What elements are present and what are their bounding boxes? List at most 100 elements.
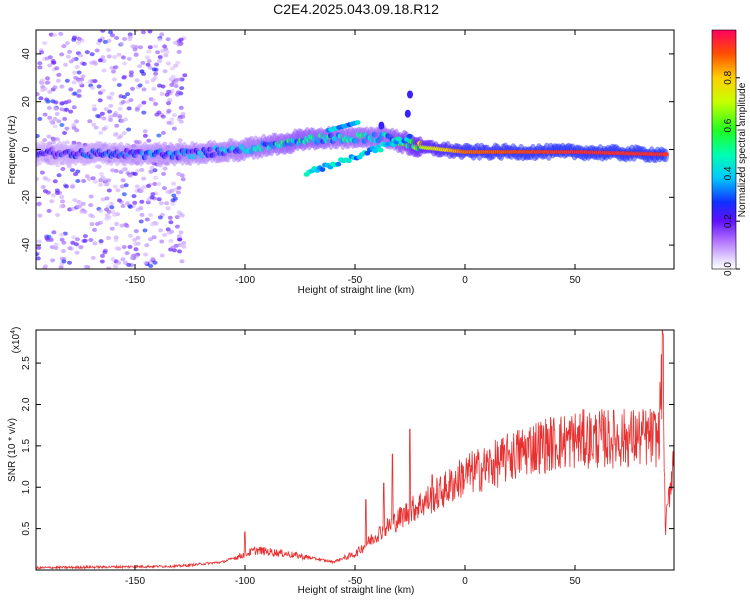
noise-speckle	[87, 119, 93, 124]
noise-speckle	[177, 237, 182, 242]
noise-speckle	[96, 165, 102, 169]
noise-speckle	[102, 39, 108, 44]
noise-speckle	[104, 196, 110, 201]
noise-speckle	[169, 229, 174, 234]
noise-speckle	[87, 79, 93, 84]
noise-speckle	[176, 90, 181, 95]
noise-speckle	[74, 242, 79, 247]
noise-speckle	[84, 50, 90, 55]
noise-speckle	[54, 188, 60, 193]
noise-speckle	[46, 134, 52, 139]
noise-speckle	[68, 87, 74, 92]
noise-speckle	[151, 67, 157, 72]
noise-speckle	[67, 49, 73, 54]
noise-speckle	[121, 192, 127, 197]
noise-speckle	[171, 193, 177, 198]
noise-speckle	[162, 233, 168, 237]
noise-speckle	[50, 258, 56, 263]
noise-speckle	[48, 237, 54, 242]
noise-speckle	[140, 60, 146, 65]
noise-speckle	[100, 197, 106, 202]
noise-speckle	[88, 203, 94, 208]
noise-speckle	[136, 140, 142, 145]
noise-speckle	[117, 106, 123, 111]
noise-speckle	[52, 179, 58, 184]
noise-speckle	[101, 116, 107, 121]
noise-speckle	[143, 252, 149, 257]
noise-speckle	[53, 245, 59, 250]
noise-speckle	[147, 65, 153, 70]
noise-speckle	[153, 102, 159, 106]
noise-speckle	[127, 244, 133, 249]
noise-speckle	[180, 114, 186, 119]
noise-speckle	[36, 92, 40, 97]
noise-speckle	[74, 119, 79, 124]
noise-speckle	[179, 213, 185, 218]
noise-speckle	[141, 176, 147, 181]
noise-speckle	[109, 226, 115, 231]
branch-mark	[377, 147, 384, 153]
noise-speckle	[104, 182, 110, 187]
noise-speckle	[114, 36, 120, 40]
noise-speckle	[167, 98, 173, 103]
noise-speckle	[133, 241, 139, 246]
noise-speckle	[46, 106, 52, 110]
noise-speckle	[88, 194, 94, 199]
noise-speckle	[120, 55, 126, 60]
noise-speckle	[97, 38, 103, 43]
noise-speckle	[100, 253, 105, 258]
noise-speckle	[176, 185, 182, 190]
noise-speckle	[124, 251, 130, 256]
noise-speckle	[112, 184, 118, 189]
noise-speckle	[138, 219, 144, 224]
noise-speckle	[151, 235, 157, 240]
noise-speckle	[146, 184, 151, 188]
noise-speckle	[71, 36, 77, 40]
noise-speckle	[179, 259, 185, 264]
noise-speckle	[168, 77, 174, 82]
noise-speckle	[70, 207, 76, 212]
noise-speckle	[50, 193, 56, 198]
noise-speckle	[157, 58, 163, 63]
noise-speckle	[127, 173, 133, 178]
noise-speckle	[127, 233, 133, 238]
noise-speckle	[157, 37, 163, 42]
noise-speckle	[42, 41, 48, 46]
noise-speckle	[118, 170, 124, 174]
noise-speckle	[179, 173, 185, 178]
noise-speckle	[56, 119, 62, 124]
noise-speckle	[112, 132, 118, 137]
noise-speckle	[150, 78, 156, 83]
noise-speckle	[64, 107, 69, 112]
noise-speckle	[156, 133, 162, 138]
noise-speckle	[102, 250, 108, 255]
noise-speckle	[165, 61, 171, 66]
noise-speckle	[173, 80, 179, 85]
noise-speckle	[68, 109, 74, 114]
noise-speckle	[152, 260, 158, 265]
noise-speckle	[36, 256, 41, 261]
noise-speckle	[88, 213, 94, 218]
x-tick-label: -50	[348, 576, 363, 587]
noise-speckle	[50, 140, 56, 145]
noise-speckle	[171, 126, 177, 131]
branch-mark	[345, 158, 352, 164]
x-tick-label: 50	[569, 576, 581, 587]
noise-speckle	[125, 92, 131, 97]
noise-speckle	[139, 212, 145, 217]
noise-speckle	[132, 47, 138, 52]
noise-speckle	[138, 45, 143, 50]
noise-speckle	[92, 227, 97, 232]
noise-speckle	[92, 79, 98, 83]
branch-mark	[319, 167, 326, 172]
y-tick-label: 1.5	[21, 438, 32, 452]
noise-speckle	[59, 84, 65, 89]
noise-speckle	[63, 62, 68, 67]
noise-speckle	[54, 106, 59, 111]
noise-speckle	[117, 198, 122, 203]
noise-speckle	[71, 105, 77, 110]
noise-speckle	[62, 116, 68, 121]
noise-speckle	[166, 120, 172, 125]
noise-speckle	[174, 224, 180, 229]
noise-speckle	[44, 236, 50, 241]
